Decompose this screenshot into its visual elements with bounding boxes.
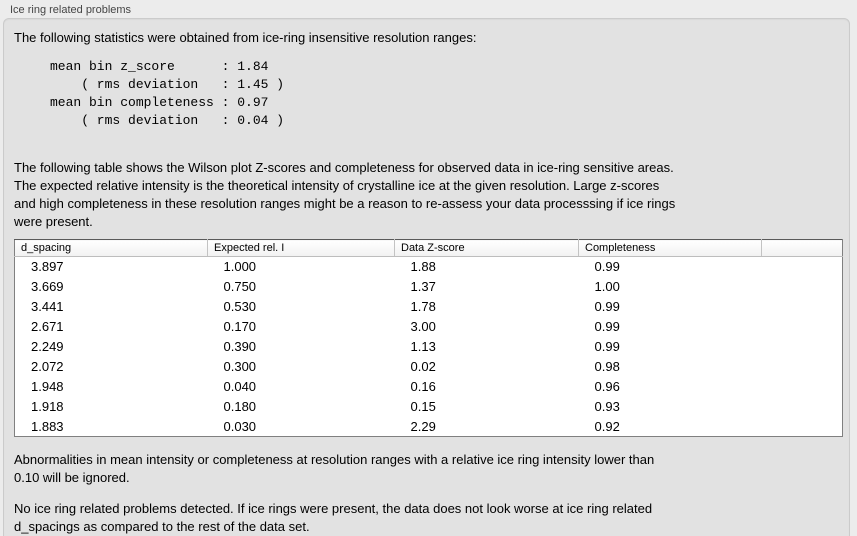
column-header-completeness[interactable]: Completeness — [578, 239, 762, 257]
cell-d-spacing: 3.897 — [31, 259, 64, 275]
cell-expected-rel-i: 0.180 — [223, 399, 257, 414]
cell-d-spacing: 1.918 — [31, 399, 64, 414]
cell-completeness: 0.99 — [594, 299, 620, 314]
table-note-text: The following table shows the Wilson plo… — [14, 160, 676, 229]
cell-data-z-score: 2.29 — [410, 418, 436, 434]
cell-expected-rel-i: 0.040 — [223, 379, 257, 394]
table-row[interactable]: 3.669 0.750 1.37 1.00 — [15, 277, 843, 297]
cell-completeness: 0.98 — [594, 359, 620, 374]
cell-empty — [762, 317, 843, 337]
cell-empty — [762, 337, 843, 357]
table-row[interactable]: 3.897 1.000 1.88 0.99 — [15, 257, 843, 277]
table-row[interactable]: 3.441 0.530 1.78 0.99 — [15, 297, 843, 317]
cell-empty — [762, 417, 843, 437]
cell-data-z-score: 1.13 — [410, 339, 436, 354]
cell-data-z-score: 0.16 — [410, 379, 436, 394]
cell-d-spacing: 2.671 — [31, 319, 64, 334]
table-row[interactable]: 1.918 0.180 0.15 0.93 — [15, 397, 843, 417]
table-row[interactable]: 2.671 0.170 3.00 0.99 — [15, 317, 843, 337]
cell-data-z-score: 1.37 — [410, 279, 436, 294]
table-row[interactable]: 1.948 0.040 0.16 0.96 — [15, 377, 843, 397]
intro-text: The following statistics were obtained f… — [14, 30, 477, 45]
cell-data-z-score: 0.15 — [410, 399, 436, 414]
cell-d-spacing: 2.072 — [31, 359, 64, 374]
column-header-data-z-score[interactable]: Data Z-score — [394, 239, 579, 257]
column-header-d-spacing[interactable]: d_spacing — [14, 239, 208, 257]
table-row[interactable]: 2.249 0.390 1.13 0.99 — [15, 337, 843, 357]
table-row[interactable]: 1.883 0.030 2.29 0.92 — [15, 417, 843, 437]
cell-expected-rel-i: 0.390 — [223, 339, 257, 354]
cell-data-z-score: 0.02 — [410, 359, 436, 374]
conclusion-text: No ice ring related problems detected. I… — [14, 501, 653, 534]
cell-expected-rel-i: 0.530 — [223, 299, 257, 314]
cell-expected-rel-i: 0.030 — [223, 418, 257, 434]
cell-d-spacing: 2.249 — [31, 339, 64, 354]
cell-d-spacing: 1.948 — [31, 379, 64, 394]
cell-completeness: 0.92 — [594, 418, 620, 434]
cell-expected-rel-i: 0.300 — [223, 359, 257, 374]
cell-completeness: 1.00 — [594, 279, 620, 294]
cell-empty — [762, 257, 843, 277]
cell-data-z-score: 3.00 — [410, 319, 436, 334]
cell-empty — [762, 397, 843, 417]
cell-d-spacing: 3.669 — [31, 279, 64, 294]
cell-completeness: 0.96 — [594, 379, 620, 394]
cell-completeness: 0.99 — [594, 339, 620, 354]
table-header-row: d_spacing Expected rel. I Data Z-score C… — [14, 239, 843, 257]
cell-expected-rel-i: 0.170 — [223, 319, 257, 334]
cell-empty — [762, 297, 843, 317]
cell-data-z-score: 1.88 — [410, 259, 436, 275]
panel-title: Ice ring related problems — [10, 4, 132, 16]
cell-d-spacing: 1.883 — [31, 418, 64, 434]
cell-expected-rel-i: 1.000 — [223, 259, 257, 275]
cell-expected-rel-i: 0.750 — [223, 279, 257, 294]
ignore-note-text: Abnormalities in mean intensity or compl… — [14, 452, 655, 485]
column-header-empty — [761, 239, 843, 257]
cell-empty — [762, 357, 843, 377]
cell-completeness: 0.99 — [594, 319, 620, 334]
cell-empty — [762, 277, 843, 297]
column-header-expected-rel-i[interactable]: Expected rel. I — [207, 239, 395, 257]
cell-data-z-score: 1.78 — [410, 299, 436, 314]
table-row[interactable]: 2.072 0.300 0.02 0.98 — [15, 357, 843, 377]
cell-completeness: 0.99 — [594, 259, 620, 275]
ice-ring-panel: The following statistics were obtained f… — [3, 18, 850, 536]
cell-completeness: 0.93 — [594, 399, 620, 414]
stats-block: mean bin z_score : 1.84 ( rms deviation … — [50, 59, 285, 128]
cell-empty — [762, 377, 843, 397]
cell-d-spacing: 3.441 — [31, 299, 64, 314]
ice-ring-table: d_spacing Expected rel. I Data Z-score C… — [14, 239, 843, 437]
